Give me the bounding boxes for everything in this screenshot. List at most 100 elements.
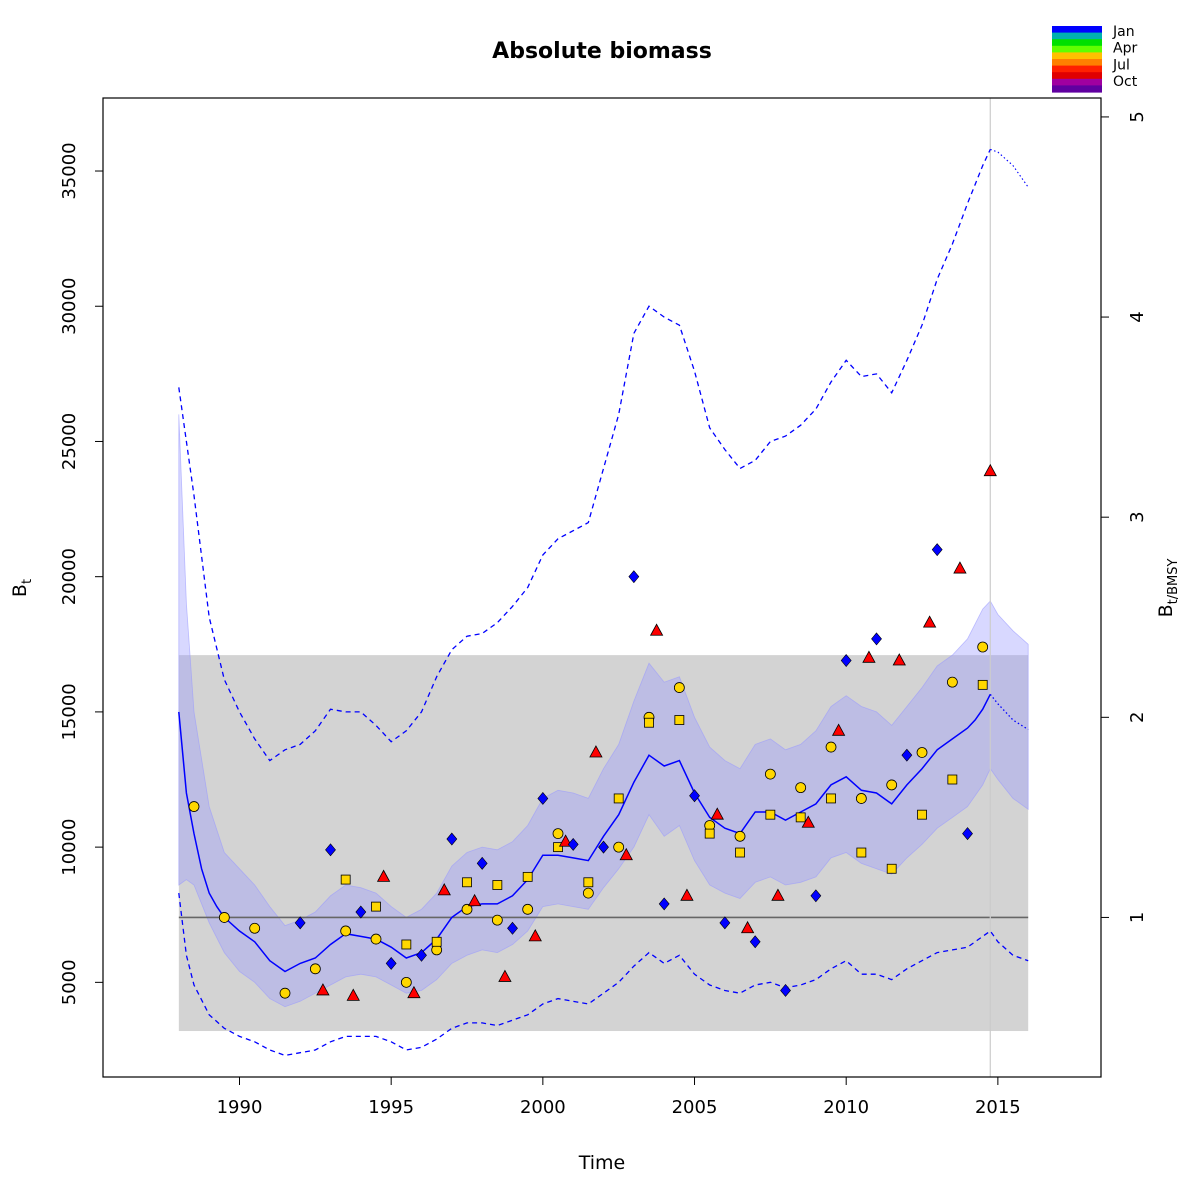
- plot-frame: [102, 97, 1102, 1078]
- observation-point-q3: [583, 877, 594, 888]
- legend-label: Jan: [1112, 24, 1135, 40]
- observation-point-q2: [340, 925, 352, 937]
- observation-point-q4: [983, 463, 997, 477]
- observation-point-q4: [831, 723, 846, 736]
- observation-point-q3: [765, 809, 776, 820]
- x-axis: 1990 1995 2000 2005 2010 2015: [217, 1077, 1021, 1118]
- y-tick-label: 5000: [59, 959, 80, 1005]
- y-tick-label: 35000: [59, 142, 80, 199]
- observation-point-q3: [704, 828, 715, 839]
- observation-point-q1: [385, 956, 397, 970]
- observation-point-q1: [325, 843, 336, 857]
- observation-point-q4: [862, 650, 876, 663]
- observation-point-q3: [674, 715, 685, 725]
- observation-point-q3: [795, 812, 806, 823]
- x-tick-label: 2015: [975, 1097, 1021, 1118]
- observation-point-q2: [218, 912, 230, 923]
- observation-point-q4: [649, 623, 664, 636]
- observation-point-q3: [613, 793, 624, 804]
- observation-point-q1: [749, 935, 761, 949]
- observation-point-q1: [871, 632, 882, 646]
- observation-point-q1: [810, 889, 822, 903]
- y-tick-label: 10000: [59, 818, 80, 875]
- x-tick-label: 1990: [217, 1097, 263, 1118]
- observation-point-q4: [407, 985, 421, 999]
- observation-point-q4: [922, 615, 937, 628]
- y-axis-label: Bt: [9, 579, 35, 597]
- legend-color-swatch: [1052, 45, 1102, 53]
- observation-point-q4: [801, 815, 815, 828]
- legend-color-swatch: [1052, 85, 1102, 93]
- observation-point-q1: [719, 916, 731, 930]
- observation-point-q1: [780, 983, 791, 997]
- legend-color-swatch: [1052, 72, 1102, 80]
- outer-lower-line: [178, 893, 1029, 1057]
- observation-point-q1: [476, 856, 488, 870]
- observation-point-q2: [855, 793, 867, 804]
- legend-color-swatch: [1052, 39, 1102, 47]
- y2-axis-label-main: B: [1155, 604, 1177, 617]
- observation-point-q2: [764, 768, 776, 780]
- legend-color-swatch: [1052, 78, 1102, 86]
- observation-point-q2: [673, 682, 685, 693]
- observation-point-q3: [340, 874, 351, 885]
- x-tick-label: 2010: [823, 1097, 869, 1118]
- legend-color-swatch: [1052, 32, 1102, 40]
- observation-point-q3: [462, 877, 472, 888]
- outer-upper-line: [178, 149, 991, 762]
- chart-title: Absolute biomass: [492, 39, 712, 64]
- legend-color-swatch: [1052, 59, 1102, 67]
- observation-point-q4: [619, 847, 633, 861]
- y2-axis-label: Bt/BMSY: [1155, 559, 1181, 618]
- legend-color-swatch: [1052, 26, 1102, 34]
- observation-point-q2: [279, 987, 291, 999]
- observation-point-q2: [582, 887, 594, 899]
- y2-axis-label-sub: t/BMSY: [1166, 559, 1181, 605]
- y2-tick-label: 1: [1127, 912, 1148, 923]
- observation-point-q1: [689, 789, 700, 803]
- observation-point-q2: [249, 922, 261, 934]
- observation-point-q4: [376, 869, 391, 882]
- legend-color-swatch: [1052, 65, 1102, 73]
- outer-upper-forecast-line: [990, 148, 1029, 188]
- observation-point-q2: [309, 963, 321, 975]
- observation-point-q2: [977, 641, 989, 653]
- y-axis-label-main: B: [9, 584, 31, 597]
- legend-color-swatch: [1052, 52, 1102, 60]
- observation-point-q3: [401, 939, 412, 950]
- observation-point-q2: [491, 914, 503, 926]
- observation-point-q1: [537, 791, 549, 805]
- observation-point-q2: [825, 741, 837, 753]
- y-axis: 5000 10000 15000 20000 25000 30000 35000: [59, 142, 103, 1005]
- observation-point-q1: [416, 948, 427, 962]
- observation-point-q3: [644, 717, 654, 728]
- secondary-y-axis: 1 2 3 4 5: [1101, 111, 1148, 923]
- observation-point-q3: [553, 842, 563, 853]
- observation-point-q1: [355, 905, 367, 919]
- observation-point-q1: [901, 748, 913, 762]
- observation-point-q3: [371, 901, 381, 912]
- observation-point-q1: [658, 897, 670, 911]
- y2-tick-label: 3: [1127, 511, 1148, 522]
- y2-tick-label: 5: [1127, 111, 1148, 122]
- plot-area: [178, 98, 1029, 1077]
- legend-label: Oct: [1113, 74, 1138, 90]
- observation-point-q4: [528, 929, 542, 942]
- observation-point-q3: [886, 863, 897, 874]
- observation-point-q2: [886, 779, 898, 791]
- observation-point-q2: [613, 841, 625, 853]
- observation-point-q3: [522, 871, 533, 882]
- observation-point-q1: [446, 832, 458, 846]
- y2-tick-label: 4: [1127, 311, 1148, 322]
- observation-point-q2: [400, 976, 412, 988]
- observation-point-q4: [740, 920, 755, 934]
- observation-point-q4: [771, 888, 785, 901]
- observation-point-q3: [977, 679, 988, 690]
- x-tick-label: 2005: [672, 1097, 718, 1118]
- observation-point-q3: [947, 774, 958, 785]
- observation-point-q2: [734, 830, 746, 842]
- x-tick-label: 2000: [520, 1097, 566, 1118]
- observation-point-q4: [467, 893, 482, 907]
